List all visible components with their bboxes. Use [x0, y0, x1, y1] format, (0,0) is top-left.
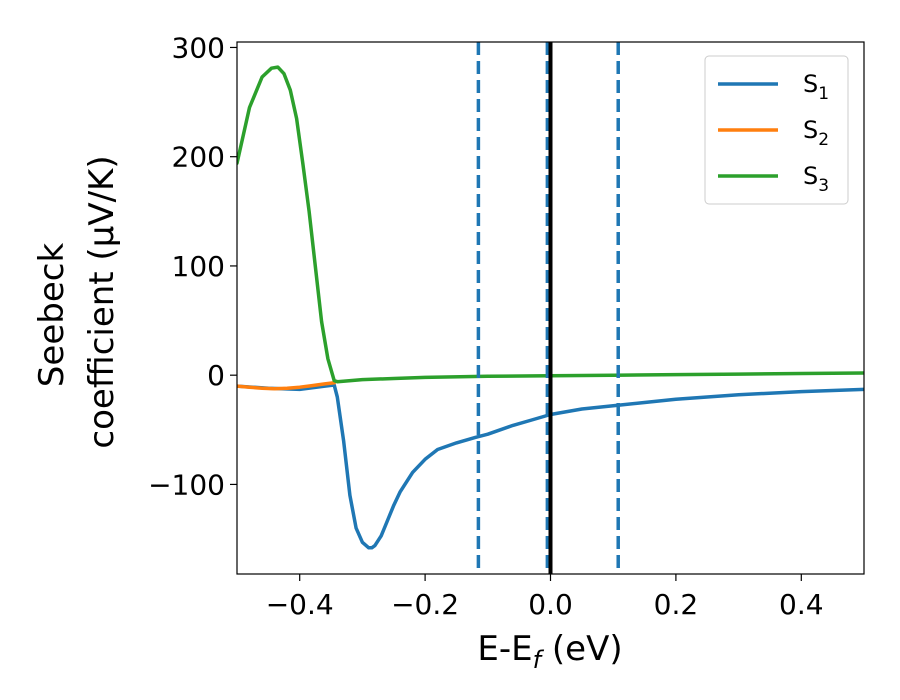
x-axis-title-main: E-E — [477, 629, 532, 669]
vline-layer — [476, 42, 620, 574]
x-axis-title-unit: (eV) — [541, 629, 623, 669]
x-axis-title: E-Ef (eV) — [477, 629, 622, 674]
y-tick-label: 0 — [207, 359, 225, 392]
series-layer — [237, 65, 864, 550]
legend-label-s1: S1 — [803, 70, 829, 104]
series-line-s1 — [237, 383, 864, 550]
legend: S1 S2 S3 — [704, 55, 849, 205]
tick-layer: −0.4 −0.2 0.0 0.2 0.4 −100 0 100 200 300 — [148, 31, 823, 621]
y-tick-label: 300 — [172, 31, 225, 64]
x-tick-label: 0.4 — [779, 588, 824, 621]
y-tick-label: −100 — [148, 468, 225, 501]
x-tick-label: −0.2 — [391, 588, 459, 621]
series-line-s3 — [237, 65, 864, 384]
x-tick-label: −0.4 — [266, 588, 334, 621]
x-tick-label: 0.2 — [654, 588, 699, 621]
y-axis-title-line2: coefficient (μV/K) — [82, 155, 122, 448]
legend-label-s3: S3 — [803, 162, 829, 196]
y-tick-label: 200 — [172, 141, 225, 174]
series-line-s2 — [237, 381, 336, 391]
y-tick-label: 100 — [172, 250, 225, 283]
x-tick-label: 0.0 — [528, 588, 573, 621]
y-axis-title-line1: Seebeck — [32, 243, 72, 388]
legend-label-s2: S2 — [803, 116, 829, 150]
